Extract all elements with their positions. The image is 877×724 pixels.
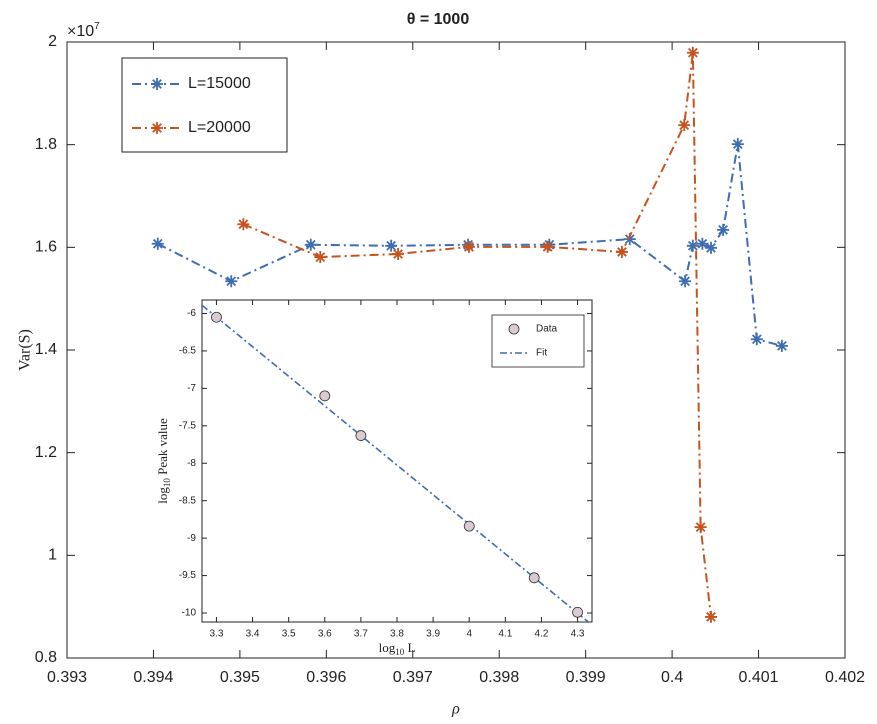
marker <box>696 237 709 250</box>
legend <box>121 57 288 153</box>
data-point <box>572 606 583 618</box>
chart-title: θ = 1000 <box>407 11 470 28</box>
multiplier-base: ×10 <box>67 23 94 40</box>
x-tick-label: 3.5 <box>282 629 296 640</box>
inset-plot <box>202 304 590 622</box>
data-point <box>211 311 222 323</box>
y-multiplier: ×107 <box>67 21 100 41</box>
inset-x-label-part: 10 <box>395 647 405 657</box>
marker <box>731 138 744 151</box>
marker <box>717 223 730 236</box>
y-tick-label: -9.5 <box>179 570 197 581</box>
legend-label: Data <box>536 324 558 335</box>
y-tick-label: 2 <box>48 33 57 50</box>
x-tick-label: 3.4 <box>246 629 260 640</box>
y-axis-label: Var(S) <box>17 329 34 371</box>
inset-y-label-part: Peak value <box>155 418 170 478</box>
x-tick-label: 0.396 <box>306 669 346 686</box>
y-tick-label: 1.6 <box>35 239 57 256</box>
y-tick-label: 1.4 <box>35 341 57 358</box>
inset-x-label: log10 L <box>379 640 416 657</box>
marker <box>694 521 707 534</box>
y-tick-label: 1.2 <box>35 444 57 461</box>
y-tick-label: -10 <box>182 608 197 619</box>
marker <box>705 241 718 254</box>
inset-x-label-part: L <box>404 640 415 655</box>
data-point <box>355 430 367 441</box>
marker <box>462 240 475 253</box>
y-tick-label: 1.8 <box>35 136 57 153</box>
y-tick-label: -7.5 <box>179 420 197 431</box>
x-tick-label: 0.394 <box>133 669 173 686</box>
legend-label: Fit <box>536 348 547 359</box>
legend-marker <box>508 323 520 335</box>
marker <box>385 239 398 252</box>
inset-x-label-part: log <box>379 640 396 655</box>
legend-label: L=15000 <box>188 75 251 92</box>
x-tick-label: 3.8 <box>390 629 404 640</box>
data-point <box>319 390 331 402</box>
marker <box>314 251 327 264</box>
marker <box>750 333 763 346</box>
y-tick-label: 0.8 <box>35 649 57 666</box>
inset-legend <box>491 314 585 368</box>
marker <box>686 239 699 252</box>
x-tick-label: 3.3 <box>209 629 223 640</box>
inset-y-label: log10 Peak value <box>155 418 172 504</box>
x-tick-label: 3.9 <box>426 629 440 640</box>
legend-marker <box>151 122 163 134</box>
x-tick-label: 0.393 <box>47 669 87 686</box>
x-tick-label: 3.7 <box>354 629 368 640</box>
marker <box>304 238 317 251</box>
series-line <box>242 52 713 618</box>
x-tick-label: 4.2 <box>534 629 548 640</box>
y-tick-label: -9 <box>187 533 196 544</box>
x-tick-label: 0.402 <box>825 669 865 686</box>
marker <box>615 245 628 258</box>
marker <box>678 119 691 132</box>
marker <box>686 46 699 59</box>
marker <box>151 237 164 250</box>
y-tick-label: -8.5 <box>179 495 197 506</box>
data-point <box>463 520 475 532</box>
marker <box>392 248 405 261</box>
y-tick-label: -7 <box>187 383 196 394</box>
inset-y-label-part: log <box>155 487 170 504</box>
x-tick-label: 4.1 <box>498 629 512 640</box>
x-tick-label: 0.395 <box>220 669 260 686</box>
marker <box>237 218 250 231</box>
series-line <box>202 304 590 622</box>
x-tick-label: 0.4 <box>661 669 683 686</box>
x-tick-label: 0.401 <box>739 669 779 686</box>
inset-y-label-part: 10 <box>162 478 172 488</box>
marker <box>679 275 692 288</box>
marker <box>705 610 718 623</box>
data-point <box>528 572 540 584</box>
marker <box>541 240 554 253</box>
y-tick-label: 1 <box>48 547 57 564</box>
x-tick-label: 0.399 <box>566 669 606 686</box>
y-tick-label: -6.5 <box>179 346 197 357</box>
x-tick-label: 4.3 <box>571 629 585 640</box>
x-axis-label: ρ <box>451 701 460 718</box>
x-tick-label: 0.398 <box>479 669 519 686</box>
multiplier-exponent: 7 <box>94 21 100 32</box>
marker <box>775 339 788 352</box>
x-tick-label: 3.6 <box>318 629 332 640</box>
marker <box>623 233 636 246</box>
x-tick-label: 4 <box>466 629 472 640</box>
marker <box>225 275 238 288</box>
x-tick-label: 0.397 <box>393 669 433 686</box>
y-tick-label: -8 <box>187 458 196 469</box>
legend-label: L=20000 <box>188 119 251 136</box>
legend-marker <box>151 78 163 90</box>
y-tick-label: -6 <box>187 308 196 319</box>
